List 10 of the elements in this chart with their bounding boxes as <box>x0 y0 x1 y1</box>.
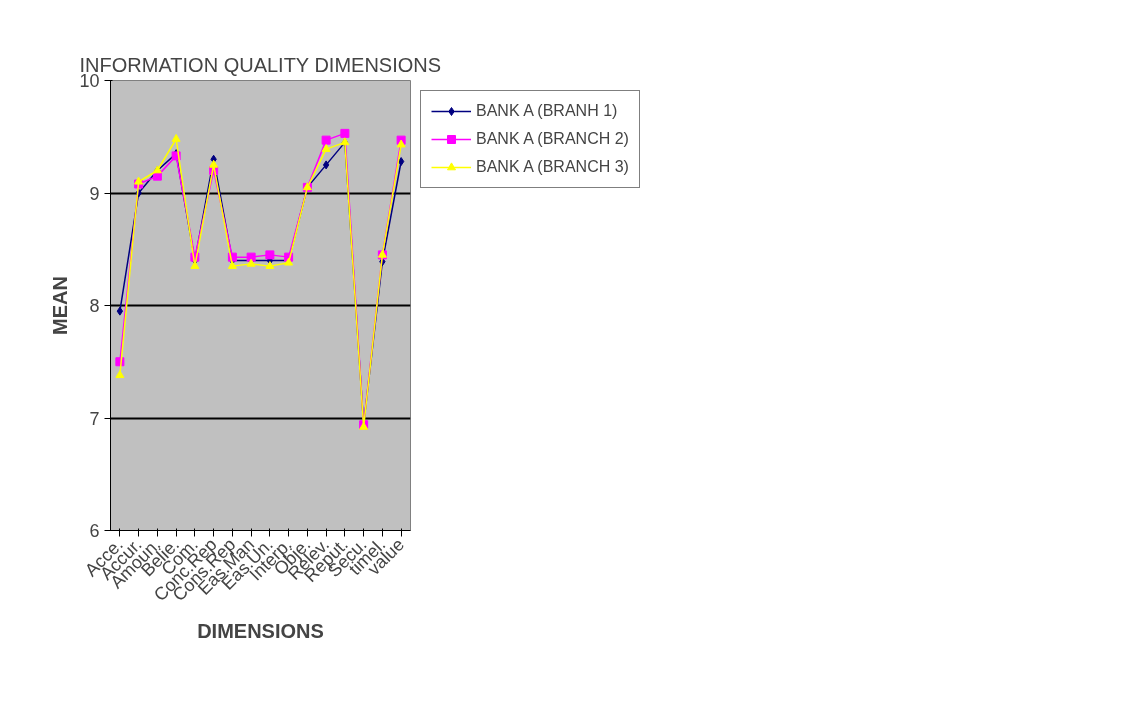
y-tick-label: 9 <box>89 183 100 204</box>
y-tick-label: 10 <box>79 71 100 91</box>
legend-label: BANK A (BRANCH 2) <box>476 130 629 148</box>
x-axis-title: DIMENSIONS <box>197 620 324 643</box>
y-tick-label: 8 <box>89 296 100 316</box>
legend-label: BANK A (BRANCH 3) <box>476 158 629 176</box>
y-tick-label: 7 <box>89 408 100 429</box>
y-tick-label: 6 <box>89 521 100 541</box>
legend-label: BANK A (BRANH 1) <box>476 102 618 120</box>
y-axis-title: MEAN <box>49 276 72 335</box>
